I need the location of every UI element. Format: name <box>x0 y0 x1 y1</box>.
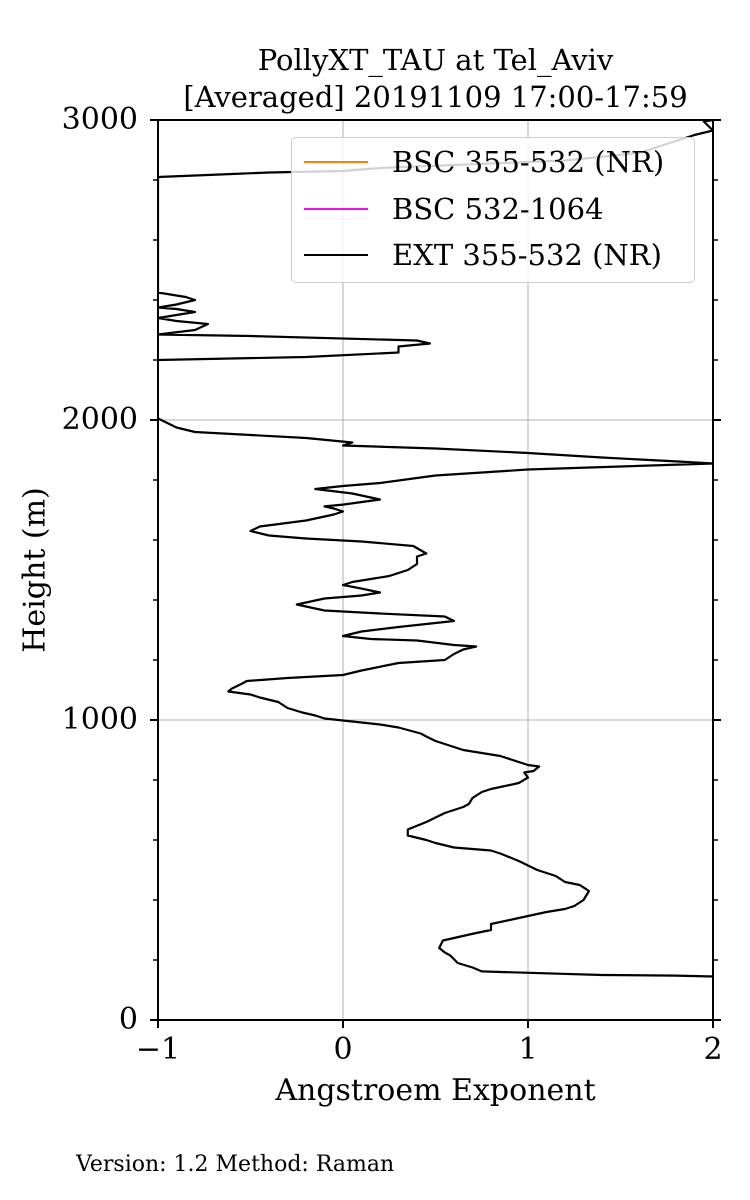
legend-label: BSC 355-532 (NR) <box>392 145 665 179</box>
legend-swatch <box>304 161 368 163</box>
legend: BSC 355-532 (NR) BSC 532-1064 EXT 355-53… <box>291 137 695 283</box>
legend-item-bsc-532-1064: BSC 532-1064 <box>304 189 604 229</box>
axis-ticks <box>150 119 721 1028</box>
y-tick-label: 0 <box>118 1002 138 1037</box>
x-tick-label: 2 <box>703 1032 723 1067</box>
plot-area-frame <box>157 119 714 1021</box>
legend-swatch <box>304 254 368 256</box>
y-tick-label: 3000 <box>61 102 138 137</box>
chart-title-line-1: PollyXT_TAU at Tel_Aviv <box>257 43 614 77</box>
x-tick-label: 0 <box>333 1032 353 1067</box>
x-tick-label: −1 <box>135 1032 181 1067</box>
legend-swatch <box>304 208 368 210</box>
x-tick-label: 1 <box>518 1032 538 1067</box>
series-lines <box>158 120 713 978</box>
legend-item-bsc-355-532: BSC 355-532 (NR) <box>304 142 664 182</box>
legend-item-ext-355-532: EXT 355-532 (NR) <box>304 235 662 275</box>
y-axis-label: Height (m) <box>17 487 53 653</box>
legend-label: EXT 355-532 (NR) <box>392 238 662 272</box>
series-line-ext-355-532-nr <box>158 120 713 978</box>
version-footer: Version: 1.2 Method: Raman <box>76 1152 395 1177</box>
y-tick-label: 1000 <box>61 702 138 737</box>
chart-title-line-2: [Averaged] 20191109 17:00-17:59 <box>183 80 688 114</box>
legend-label: BSC 532-1064 <box>392 192 604 226</box>
y-tick-label: 2000 <box>61 402 138 437</box>
x-axis-label: Angstroem Exponent <box>275 1073 596 1108</box>
